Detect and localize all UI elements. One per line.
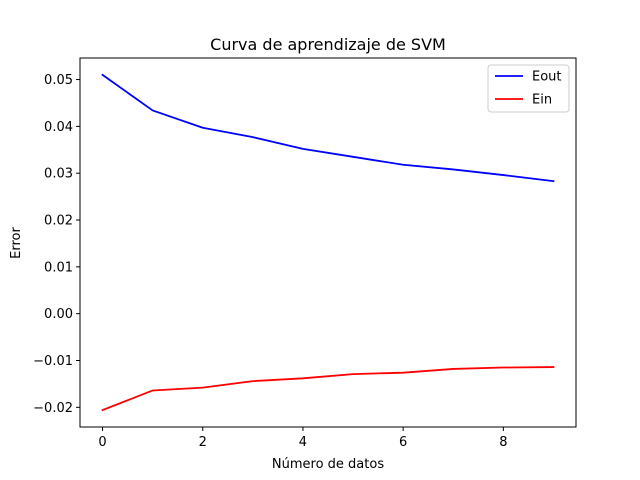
plot-area (80, 58, 576, 427)
y-tick-label: 0.01 (44, 260, 73, 275)
y-axis-label: Error (9, 227, 24, 259)
y-tick-label: 0.03 (44, 167, 73, 182)
legend: Eout Ein (487, 64, 570, 113)
series-layer (101, 73, 555, 412)
y-tick-label: 0.05 (44, 73, 73, 88)
series-line-ein (101, 366, 555, 412)
legend-label-eout: Eout (532, 70, 562, 85)
x-axis-label: Número de datos (272, 457, 384, 472)
y-tick-label: 0.00 (44, 307, 73, 322)
plot-frame (79, 57, 577, 428)
y-tick-label: 0.02 (44, 214, 73, 229)
x-tick-label: 8 (499, 435, 507, 450)
y-tick-label: 0.04 (44, 120, 73, 135)
x-tick-label: 0 (98, 435, 106, 450)
y-tick-label: −0.02 (33, 401, 73, 416)
series-line-eout (101, 73, 555, 183)
axes-layer: 0 2 4 6 8 −0.02 −0.01 0.00 0.01 0.02 0.03 0.04 0.05 (33, 73, 507, 450)
x-tick-label: 6 (399, 435, 407, 450)
y-tick-label: −0.01 (33, 354, 73, 369)
x-tick-label: 2 (199, 435, 207, 450)
legend-label-ein: Ein (532, 93, 552, 108)
chart-title: Curva de aprendizaje de SVM (210, 35, 446, 54)
x-tick-label: 4 (299, 435, 307, 450)
